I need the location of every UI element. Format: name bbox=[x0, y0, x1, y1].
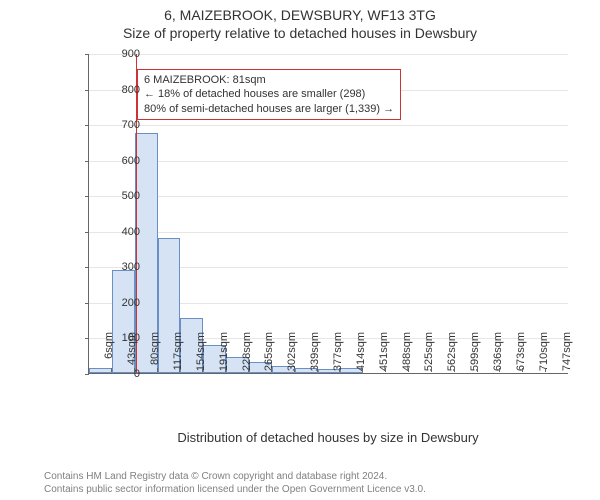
x-tick-label: 43sqm bbox=[126, 332, 138, 382]
y-tick bbox=[85, 232, 89, 233]
chart-title-block: 6, MAIZEBROOK, DEWSBURY, WF13 3TG Size o… bbox=[0, 0, 600, 42]
x-tick bbox=[179, 368, 180, 372]
x-tick bbox=[294, 368, 295, 372]
y-tick bbox=[85, 196, 89, 197]
y-tick bbox=[85, 54, 89, 55]
y-tick bbox=[85, 125, 89, 126]
x-tick bbox=[477, 368, 478, 372]
x-tick bbox=[271, 368, 272, 372]
x-tick-label: 636sqm bbox=[492, 332, 504, 382]
footer-line1: Contains HM Land Registry data © Crown c… bbox=[44, 471, 426, 484]
x-tick-label: 117sqm bbox=[172, 332, 184, 382]
gridline bbox=[89, 54, 568, 55]
y-tick bbox=[85, 303, 89, 304]
x-tick-label: 154sqm bbox=[195, 332, 207, 382]
x-tick-label: 488sqm bbox=[401, 332, 413, 382]
x-axis-title: Distribution of detached houses by size … bbox=[88, 430, 568, 445]
gridline bbox=[89, 232, 568, 233]
x-tick bbox=[317, 368, 318, 372]
x-tick bbox=[545, 368, 546, 372]
x-tick bbox=[499, 368, 500, 372]
x-tick-label: 599sqm bbox=[469, 332, 481, 382]
x-tick-label: 191sqm bbox=[218, 332, 230, 382]
x-tick-label: 673sqm bbox=[515, 332, 527, 382]
x-tick bbox=[225, 368, 226, 372]
y-tick bbox=[85, 90, 89, 91]
x-tick bbox=[157, 368, 158, 372]
x-tick-label: 747sqm bbox=[561, 332, 573, 382]
gridline bbox=[89, 196, 568, 197]
x-tick bbox=[111, 368, 112, 372]
x-tick-label: 562sqm bbox=[446, 332, 458, 382]
y-tick-label: 800 bbox=[100, 84, 140, 96]
y-tick-label: 300 bbox=[100, 261, 140, 273]
x-tick-label: 265sqm bbox=[263, 332, 275, 382]
x-tick bbox=[202, 368, 203, 372]
chart-container: Number of detached properties 6 MAIZEBRO… bbox=[44, 48, 584, 428]
x-tick bbox=[408, 368, 409, 372]
y-tick-label: 900 bbox=[100, 48, 140, 60]
x-tick bbox=[248, 368, 249, 372]
x-tick bbox=[362, 368, 363, 372]
x-tick-label: 228sqm bbox=[241, 332, 253, 382]
chart-title-line2: Size of property relative to detached ho… bbox=[0, 24, 600, 42]
x-tick-label: 414sqm bbox=[355, 332, 367, 382]
annotation-line: 80% of semi-detached houses are larger (… bbox=[144, 102, 394, 116]
y-tick-label: 600 bbox=[100, 155, 140, 167]
y-tick-label: 500 bbox=[100, 190, 140, 202]
annotation-line: 6 MAIZEBROOK: 81sqm bbox=[144, 73, 394, 87]
gridline bbox=[89, 125, 568, 126]
x-tick bbox=[431, 368, 432, 372]
gridline bbox=[89, 161, 568, 162]
x-tick-label: 525sqm bbox=[423, 332, 435, 382]
footer-attribution: Contains HM Land Registry data © Crown c… bbox=[44, 471, 426, 496]
x-tick-label: 339sqm bbox=[309, 332, 321, 382]
x-tick-label: 6sqm bbox=[103, 332, 115, 382]
x-tick bbox=[522, 368, 523, 372]
annotation-line: ← 18% of detached houses are smaller (29… bbox=[144, 87, 394, 101]
x-tick-label: 710sqm bbox=[538, 332, 550, 382]
chart-title-line1: 6, MAIZEBROOK, DEWSBURY, WF13 3TG bbox=[0, 6, 600, 24]
x-tick bbox=[339, 368, 340, 372]
y-tick-label: 200 bbox=[100, 297, 140, 309]
plot-area: 6 MAIZEBROOK: 81sqm← 18% of detached hou… bbox=[88, 54, 568, 374]
y-tick-label: 700 bbox=[100, 119, 140, 131]
y-tick bbox=[85, 338, 89, 339]
x-tick bbox=[454, 368, 455, 372]
y-tick bbox=[85, 161, 89, 162]
footer-line2: Contains public sector information licen… bbox=[44, 484, 426, 497]
x-tick bbox=[88, 368, 89, 372]
x-tick bbox=[134, 368, 135, 372]
x-tick-label: 80sqm bbox=[149, 332, 161, 382]
x-tick-label: 302sqm bbox=[286, 332, 298, 382]
x-tick-label: 451sqm bbox=[378, 332, 390, 382]
x-tick bbox=[385, 368, 386, 372]
y-tick bbox=[85, 374, 89, 375]
x-tick-label: 377sqm bbox=[332, 332, 344, 382]
y-tick bbox=[85, 267, 89, 268]
y-tick-label: 400 bbox=[100, 226, 140, 238]
annotation-box: 6 MAIZEBROOK: 81sqm← 18% of detached hou… bbox=[137, 69, 401, 120]
